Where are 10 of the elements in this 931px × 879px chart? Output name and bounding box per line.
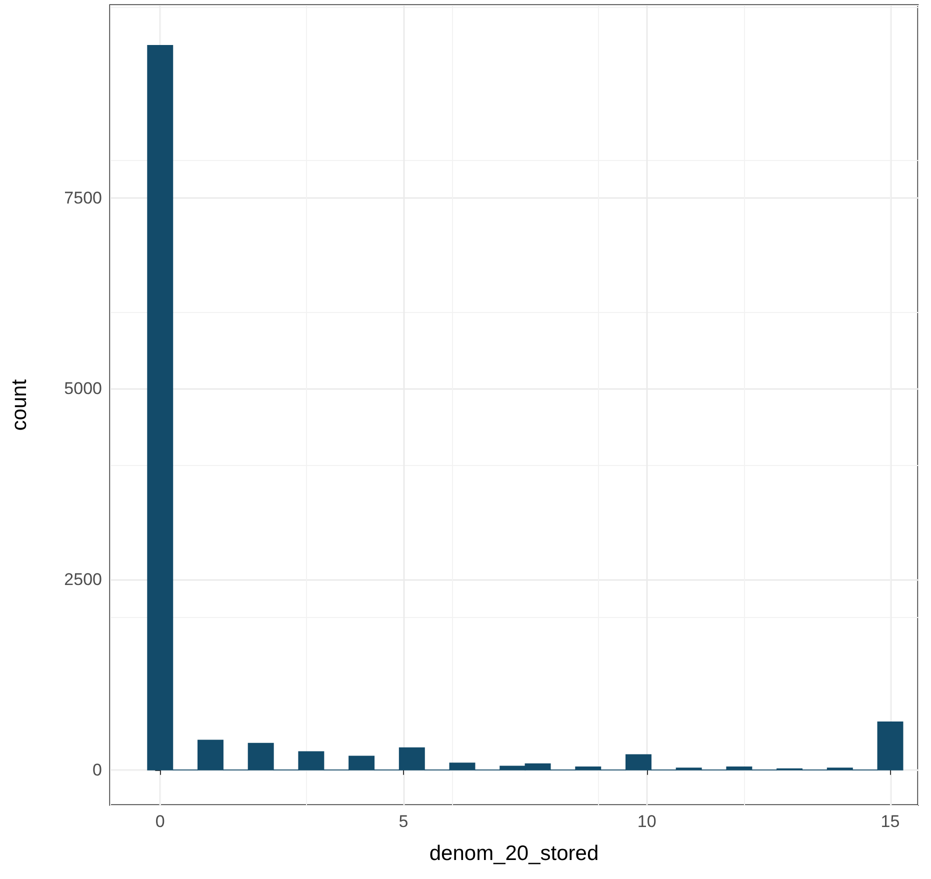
x-tick-label: 0 <box>155 812 165 831</box>
x-tick-label: 10 <box>637 812 656 831</box>
y-axis-title: count <box>8 379 31 431</box>
x-tick-label: 15 <box>880 812 900 831</box>
y-tick-label: 0 <box>92 760 102 780</box>
y-tick-label: 5000 <box>64 379 102 398</box>
x-axis-title: denom_20_stored <box>429 842 599 865</box>
y-tick-label: 2500 <box>64 570 102 589</box>
x-tick-label: 5 <box>398 812 408 831</box>
y-tick-label: 7500 <box>64 188 102 208</box>
